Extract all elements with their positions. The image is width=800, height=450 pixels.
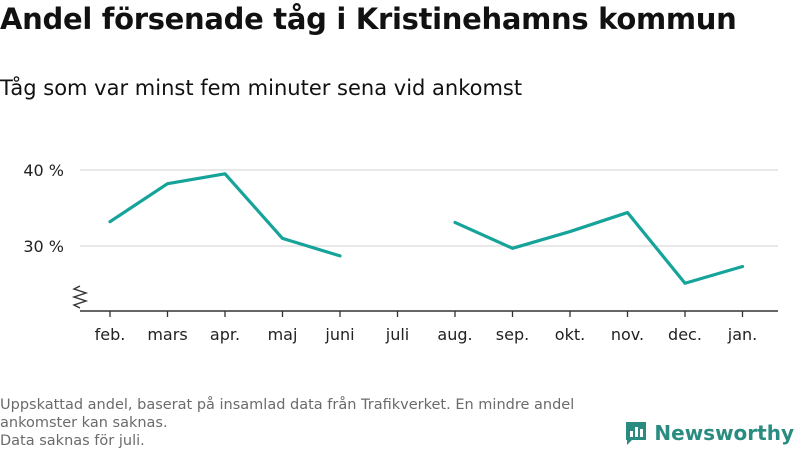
x-tick-label: aug.	[437, 325, 472, 344]
x-tick-label: juli	[385, 325, 409, 344]
y-tick-label: 40 %	[23, 161, 64, 180]
brand-name: Newsworthy	[654, 421, 794, 445]
footnote: Uppskattad andel, baserat på insamlad da…	[0, 396, 640, 450]
x-tick-label: maj	[268, 325, 298, 344]
x-tick-label: dec.	[668, 325, 702, 344]
footnote-line-2: Data saknas för juli.	[0, 433, 145, 449]
axis-break-icon	[71, 285, 89, 309]
line-chart: 30 % 40 % feb. mars apr. maj juni juli aug. sep. o…	[23, 161, 778, 344]
x-tick-label: nov.	[611, 325, 644, 344]
x-tick-label: juni	[324, 325, 354, 344]
newsworthy-chart-icon	[626, 422, 647, 445]
x-tick-label: apr.	[210, 325, 240, 344]
x-tick-label: jan.	[727, 325, 757, 344]
x-tick-label: sep.	[496, 325, 529, 344]
newsworthy-logo: Newsworthy	[624, 420, 794, 446]
x-tick-label: okt.	[555, 325, 585, 344]
y-tick-label: 30 %	[23, 237, 64, 256]
series-line	[108, 172, 342, 258]
chart-title: Andel försenade tåg i Kristinehamns komm…	[0, 2, 737, 36]
x-tick-label: mars	[147, 325, 187, 344]
chart-subtitle: Tåg som var minst fem minuter sena vid a…	[0, 76, 523, 100]
footnote-line-1: Uppskattad andel, baserat på insamlad da…	[0, 397, 575, 431]
series-line	[453, 210, 745, 285]
x-tick-label: feb.	[95, 325, 126, 344]
